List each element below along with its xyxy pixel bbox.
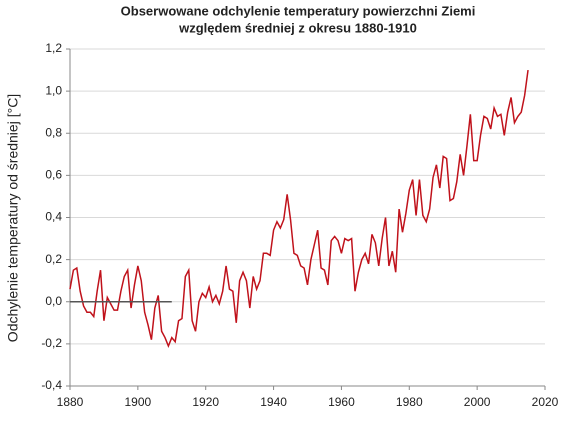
y-tick-label: -0,4 (41, 378, 62, 392)
x-tick-label: 2000 (464, 395, 491, 409)
y-axis-label: Odchylenie temperatury od średniej [°C] (5, 94, 21, 342)
x-tick-label: 1980 (396, 395, 423, 409)
y-tick-label: -0,2 (41, 336, 62, 350)
x-tick-label: 1880 (57, 395, 84, 409)
x-tick-label: 1960 (328, 395, 355, 409)
y-tick-label: 0,2 (45, 252, 62, 266)
y-tick-label: 0,8 (45, 125, 62, 139)
x-tick-label: 1940 (260, 395, 287, 409)
y-tick-label: 0,6 (45, 168, 62, 182)
y-tick-label: 0,0 (45, 294, 62, 308)
chart-title: Obserwowane odchylenie temperatury powie… (121, 3, 476, 18)
y-tick-label: 0,4 (45, 210, 62, 224)
data-line (69, 69, 529, 348)
chart-title: względem średniej z okresu 1880-1910 (178, 20, 417, 35)
y-tick-label: 1,0 (45, 83, 62, 97)
x-tick-label: 2020 (532, 395, 559, 409)
x-tick-label: 1920 (192, 395, 219, 409)
y-tick-label: 1,2 (45, 41, 62, 55)
x-tick-label: 1900 (125, 395, 152, 409)
